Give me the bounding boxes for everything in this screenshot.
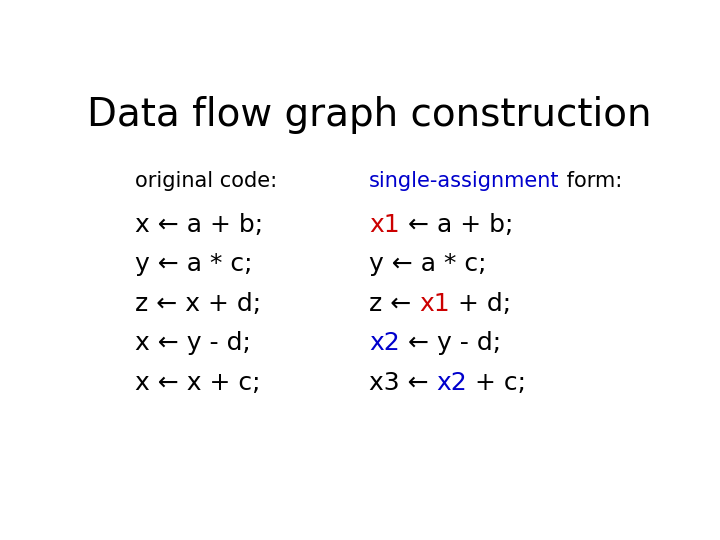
Text: x1: x1 — [419, 292, 450, 316]
Text: + c;: + c; — [467, 371, 526, 395]
Text: x ← y - d;: x ← y - d; — [135, 332, 251, 355]
Text: x ← a + b;: x ← a + b; — [135, 213, 263, 237]
Text: x1: x1 — [369, 213, 400, 237]
Text: Data flow graph construction: Data flow graph construction — [86, 96, 652, 134]
Text: z ← x + d;: z ← x + d; — [135, 292, 261, 316]
Text: z ←: z ← — [369, 292, 419, 316]
Text: x3 ←: x3 ← — [369, 371, 436, 395]
Text: x ← x + c;: x ← x + c; — [135, 371, 260, 395]
Text: y ← a * c;: y ← a * c; — [135, 252, 252, 276]
Text: y ← a * c;: y ← a * c; — [369, 252, 487, 276]
Text: single-assignment: single-assignment — [369, 171, 559, 191]
Text: ← a + b;: ← a + b; — [400, 213, 513, 237]
Text: x2: x2 — [369, 332, 400, 355]
Text: x2: x2 — [436, 371, 467, 395]
Text: ← y - d;: ← y - d; — [400, 332, 501, 355]
Text: + d;: + d; — [450, 292, 511, 316]
Text: original code:: original code: — [135, 171, 276, 191]
Text: form:: form: — [559, 171, 622, 191]
